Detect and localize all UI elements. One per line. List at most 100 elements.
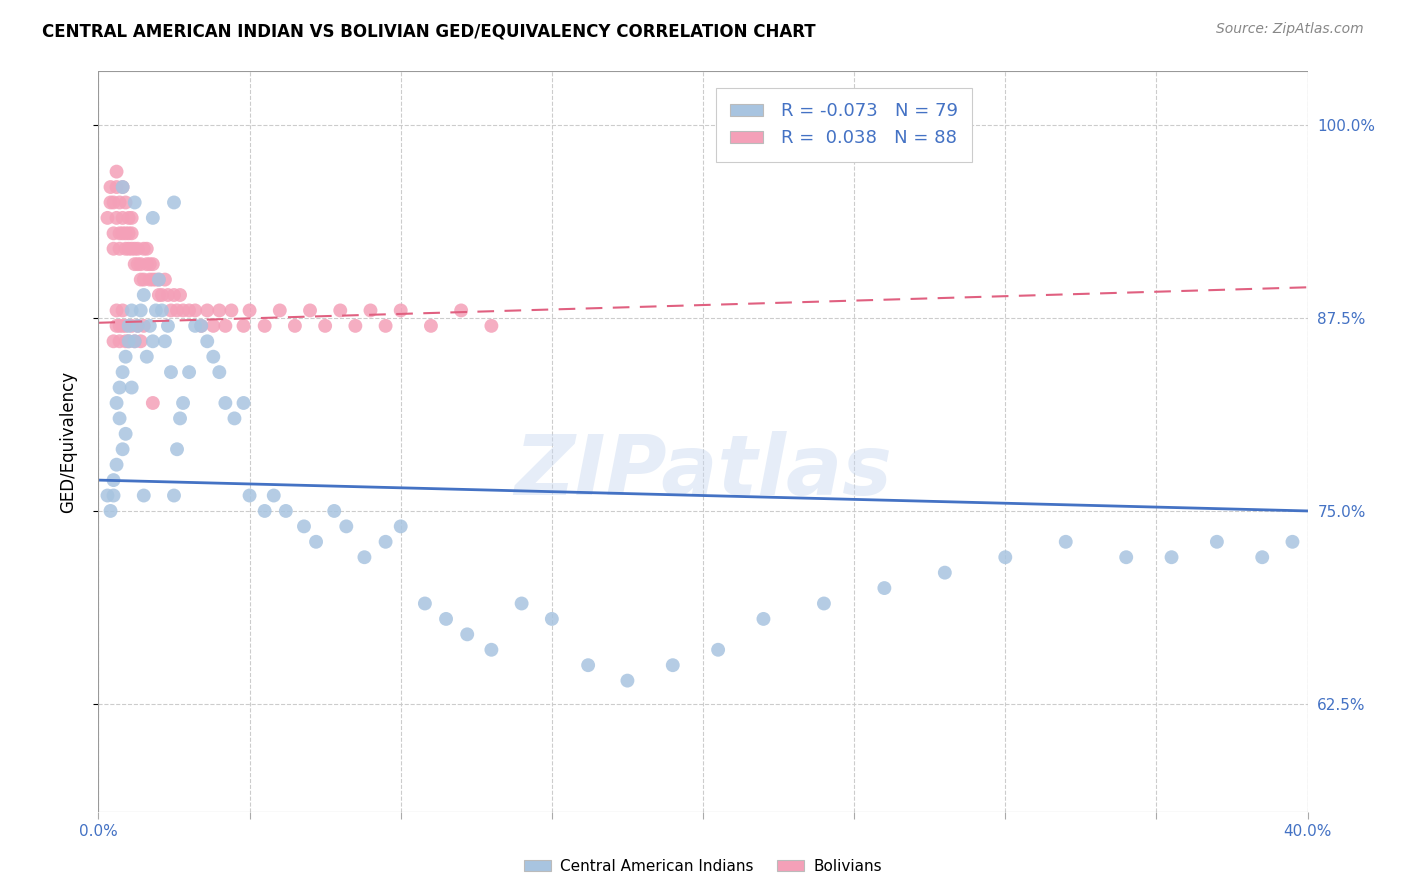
Point [299, 303, 322, 318]
Point [111, 227, 134, 241]
Point [121, 211, 143, 225]
Point [510, 597, 533, 611]
Point [108, 227, 131, 241]
Point [108, 411, 131, 425]
Point [540, 612, 562, 626]
Point [153, 272, 176, 286]
Point [129, 272, 152, 286]
Point [105, 180, 128, 194]
Point [132, 272, 155, 286]
Point [202, 350, 225, 364]
Point [105, 318, 128, 333]
Point [360, 303, 382, 318]
Point [121, 318, 143, 333]
Point [169, 288, 191, 302]
Point [132, 242, 155, 256]
Point [450, 303, 472, 318]
Point [481, 318, 503, 333]
Point [232, 396, 254, 410]
Point [148, 272, 170, 286]
Point [314, 318, 336, 333]
Point [224, 411, 246, 425]
Point [111, 318, 134, 333]
Point [132, 318, 155, 333]
Point [111, 180, 134, 194]
Point [139, 318, 162, 333]
Point [707, 642, 730, 657]
Point [172, 303, 194, 318]
Point [420, 318, 443, 333]
Point [576, 658, 599, 673]
Point [118, 318, 141, 333]
Point [934, 566, 956, 580]
Point [114, 334, 136, 349]
Y-axis label: GED/Equivalency: GED/Equivalency [59, 370, 77, 513]
Point [214, 318, 236, 333]
Point [139, 257, 162, 271]
Point [1281, 534, 1303, 549]
Point [121, 303, 143, 318]
Point [329, 303, 352, 318]
Text: ZIPatlas: ZIPatlas [515, 431, 891, 512]
Point [239, 489, 262, 503]
Point [129, 334, 152, 349]
Point [118, 242, 141, 256]
Legend: Central American Indians, Bolivians: Central American Indians, Bolivians [517, 853, 889, 880]
Point [156, 288, 179, 302]
Point [150, 288, 173, 302]
Point [142, 257, 165, 271]
Point [103, 195, 125, 210]
Point [108, 318, 131, 333]
Point [239, 303, 262, 318]
Point [105, 396, 128, 410]
Point [145, 303, 167, 318]
Point [353, 550, 375, 565]
Point [661, 658, 683, 673]
Point [135, 257, 157, 271]
Point [195, 334, 218, 349]
Point [111, 211, 134, 225]
Point [389, 519, 412, 533]
Point [752, 612, 775, 626]
Point [166, 303, 188, 318]
Point [127, 318, 149, 333]
Point [616, 673, 638, 688]
Point [145, 272, 167, 286]
Point [114, 227, 136, 241]
Point [118, 334, 141, 349]
Point [142, 334, 165, 349]
Point [114, 350, 136, 364]
Point [208, 303, 231, 318]
Point [135, 242, 157, 256]
Point [127, 242, 149, 256]
Point [124, 195, 146, 210]
Text: CENTRAL AMERICAN INDIAN VS BOLIVIAN GED/EQUIVALENCY CORRELATION CHART: CENTRAL AMERICAN INDIAN VS BOLIVIAN GED/… [42, 22, 815, 40]
Point [232, 318, 254, 333]
Point [1054, 534, 1077, 549]
Point [142, 272, 165, 286]
Point [100, 504, 122, 518]
Point [108, 380, 131, 394]
Point [124, 334, 146, 349]
Point [118, 211, 141, 225]
Point [153, 334, 176, 349]
Point [434, 612, 457, 626]
Point [190, 318, 212, 333]
Point [103, 227, 125, 241]
Point [481, 642, 503, 657]
Point [108, 195, 131, 210]
Point [284, 318, 307, 333]
Point [160, 365, 183, 379]
Point [292, 519, 315, 533]
Point [135, 350, 157, 364]
Point [103, 489, 125, 503]
Point [105, 164, 128, 178]
Point [100, 195, 122, 210]
Point [114, 195, 136, 210]
Point [111, 180, 134, 194]
Point [150, 303, 173, 318]
Point [108, 334, 131, 349]
Point [1115, 550, 1137, 565]
Point [129, 257, 152, 271]
Point [344, 318, 367, 333]
